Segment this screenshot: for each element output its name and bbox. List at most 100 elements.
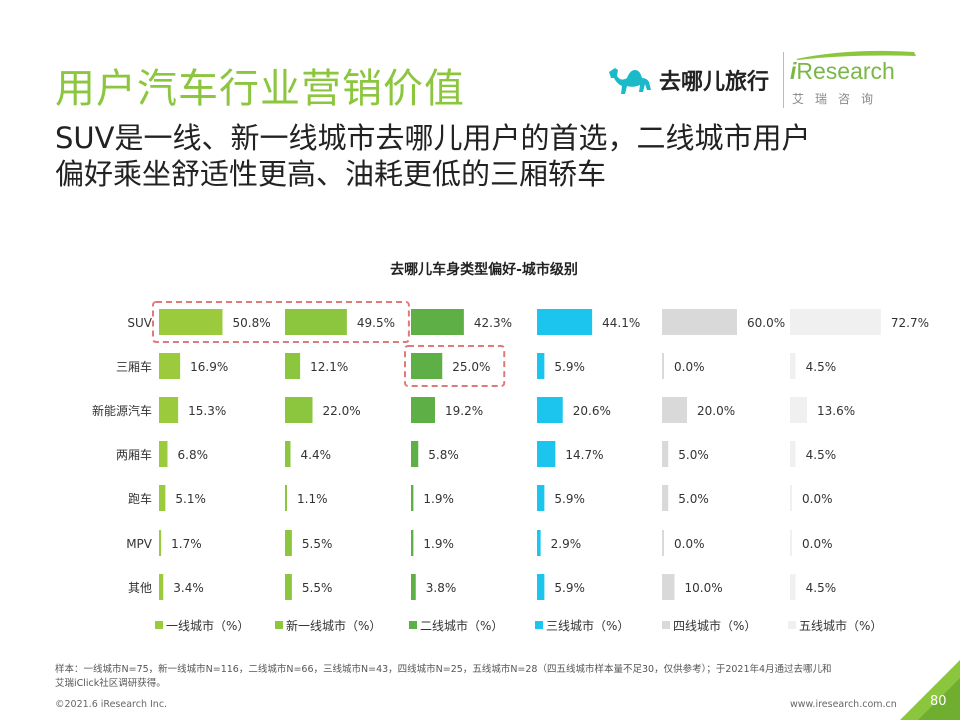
bar [411, 574, 416, 600]
footer-url[interactable]: www.iresearch.com.cn [790, 699, 897, 710]
bar [411, 397, 435, 423]
bar [411, 441, 419, 467]
iresearch-cn: 艾瑞咨询 [792, 92, 885, 106]
bar-value-label: 42.3% [474, 316, 512, 330]
iresearch-i: i [790, 58, 797, 84]
bar-value-label: 1.9% [423, 537, 454, 551]
bar [285, 485, 287, 511]
bar-value-label: 5.9% [554, 581, 585, 595]
note-line-2: 艾瑞iClick社区调研获得。 [55, 678, 166, 689]
bar-value-label: 50.8% [233, 316, 271, 330]
bar [159, 353, 181, 379]
legend-swatch [275, 621, 283, 629]
bar [537, 353, 545, 379]
bar [790, 309, 881, 335]
bar-value-label: 72.7% [891, 316, 929, 330]
bar [662, 397, 687, 423]
bar [159, 309, 223, 335]
legend-swatch [535, 621, 543, 629]
bar-value-label: 3.4% [173, 581, 204, 595]
bar-value-label: 20.0% [697, 404, 735, 418]
bar [537, 397, 563, 423]
bar [790, 530, 792, 556]
bar [285, 309, 347, 335]
bar-value-label: 16.9% [190, 360, 228, 374]
bar [790, 574, 796, 600]
bar [790, 485, 792, 511]
bar-value-label: 0.0% [674, 360, 705, 374]
copyright: ©2021.6 iResearch Inc. [55, 699, 168, 710]
bar-value-label: 0.0% [802, 492, 833, 506]
bar [159, 530, 162, 556]
bar [159, 397, 179, 423]
bar-value-label: 5.0% [678, 492, 709, 506]
bar [159, 485, 166, 511]
iresearch-rest: Research [796, 58, 895, 84]
bar-value-label: 22.0% [323, 404, 361, 418]
subtitle-line-1: SUV是一线、新一线城市去哪儿用户的首选，二线城市用户 [55, 121, 811, 155]
bar-value-label: 6.8% [178, 448, 209, 462]
camel-icon [609, 68, 651, 94]
category-label: 其他 [128, 581, 152, 595]
subtitle-line-2: 偏好乘坐舒适性更高、油耗更低的三厢轿车 [55, 157, 607, 191]
bar [159, 574, 164, 600]
chart-title: 去哪儿车身类型偏好-城市级别 [390, 261, 578, 278]
bar-value-label: 1.9% [423, 492, 454, 506]
bar-value-label: 4.4% [301, 448, 332, 462]
bar [662, 530, 664, 556]
legend-label: 一线城市（%） [166, 618, 249, 633]
bar [662, 441, 669, 467]
bar [285, 397, 313, 423]
legend-label: 二线城市（%） [420, 618, 503, 633]
bar [285, 574, 292, 600]
legend-label: 四线城市（%） [673, 618, 756, 633]
bar-value-label: 19.2% [445, 404, 483, 418]
bar-value-label: 12.1% [310, 360, 348, 374]
legend-swatch [662, 621, 670, 629]
highlight-box [152, 301, 410, 343]
bar-value-label: 5.5% [302, 537, 333, 551]
bar [662, 485, 669, 511]
bar-value-label: 3.8% [426, 581, 457, 595]
bar-value-label: 5.9% [554, 360, 585, 374]
category-label: 三厢车 [116, 359, 152, 374]
bar [411, 530, 414, 556]
page-number: 80 [930, 694, 947, 709]
bar-value-label: 4.5% [806, 581, 837, 595]
sample-note: 样本：一线城市N=75，新一线城市N=116，二线城市N=66，三线城市N=43… [55, 663, 915, 691]
bar [537, 530, 541, 556]
legend-label: 五线城市（%） [799, 618, 882, 633]
bar [662, 574, 675, 600]
bar-value-label: 4.5% [806, 448, 837, 462]
bar [662, 353, 664, 379]
bar [790, 397, 807, 423]
legend-label: 三线城市（%） [546, 618, 629, 633]
page-title: 用户汽车行业营销价值 [55, 66, 465, 112]
note-line-1: 样本：一线城市N=75，新一线城市N=116，二线城市N=66，三线城市N=43… [55, 664, 832, 675]
bar [537, 485, 545, 511]
bar-value-label: 44.1% [602, 316, 640, 330]
bar [537, 441, 556, 467]
qunar-logo: 去哪儿旅行 [605, 58, 775, 102]
bar-value-label: 10.0% [685, 581, 723, 595]
bar-value-label: 2.9% [551, 537, 582, 551]
bar-value-label: 5.1% [175, 492, 206, 506]
category-label: 跑车 [128, 491, 152, 506]
legend-swatch [155, 621, 163, 629]
category-label: SUV [127, 316, 152, 330]
category-label: 两厢车 [116, 447, 152, 462]
bar [790, 441, 796, 467]
bar-value-label: 0.0% [674, 537, 705, 551]
bar [411, 353, 443, 379]
bar-value-label: 14.7% [565, 448, 603, 462]
corner-decoration [900, 660, 960, 720]
bar-value-label: 49.5% [357, 316, 395, 330]
bar [285, 530, 292, 556]
bar-value-label: 5.9% [554, 492, 585, 506]
bar-value-label: 0.0% [802, 537, 833, 551]
bar [411, 485, 414, 511]
iresearch-logo: iResearch 艾瑞咨询 [790, 50, 920, 110]
bar-value-label: 1.7% [171, 537, 202, 551]
